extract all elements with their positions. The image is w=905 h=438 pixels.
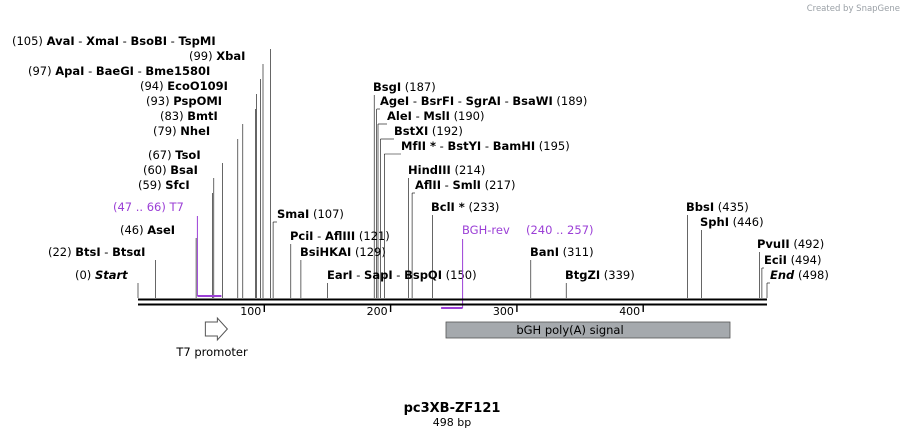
- site-label[interactable]: SmaI (107): [277, 207, 344, 221]
- site-label[interactable]: PciI - AflIII (121): [290, 229, 390, 243]
- axis-tick-label: 400: [619, 305, 640, 318]
- primer-label[interactable]: BGH-rev (240 .. 257): [462, 223, 594, 237]
- axis-tick-label: 300: [493, 305, 514, 318]
- site-label[interactable]: AflII - SmlI (217): [415, 178, 516, 192]
- feature-arrow[interactable]: [204, 316, 229, 342]
- site-label[interactable]: (59) SfcI: [138, 178, 190, 192]
- site-label[interactable]: PvuII (492): [757, 237, 824, 251]
- site-label[interactable]: AgeI - BsrFI - SgrAI - BsaWI (189): [380, 94, 587, 108]
- site-labels: (0) Start (22) BtsI - BtsαI (46) AseI (59) …: [12, 34, 829, 282]
- snapgene-branding: Created by SnapGene: [807, 4, 900, 14]
- site-label[interactable]: SphI (446): [700, 215, 764, 229]
- site-label[interactable]: MfII * - BstYI - BamHI (195): [401, 139, 570, 153]
- site-label[interactable]: End (498): [770, 268, 829, 282]
- primers: (47 .. 66) T7 BGH-rev (240 .. 257): [113, 200, 594, 309]
- site-label[interactable]: BanI (311): [530, 245, 594, 259]
- feature-label: T7 promoter: [175, 345, 248, 359]
- site-label[interactable]: (105) AvaI - XmaI - BsoBI - TspMI: [12, 34, 216, 48]
- primer-label[interactable]: (47 .. 66) T7: [113, 200, 184, 214]
- site-label[interactable]: (94) EcoO109I: [140, 79, 228, 93]
- site-label[interactable]: BbsI (435): [686, 200, 749, 214]
- plasmid-length: 498 bp: [433, 416, 471, 429]
- site-label[interactable]: (22) BtsI - BtsαI: [48, 245, 145, 259]
- site-label[interactable]: BsiHKAI (129): [300, 245, 386, 259]
- site-label[interactable]: EciI (494): [764, 253, 822, 267]
- site-label[interactable]: (99) XbaI: [189, 49, 245, 63]
- site-label[interactable]: (60) BsaI: [143, 163, 198, 177]
- site-label[interactable]: (93) PspOMI: [146, 94, 222, 108]
- site-label[interactable]: (97) ApaI - BaeGI - Bme1580I: [28, 64, 210, 78]
- feature-label: bGH poly(A) signal: [516, 323, 623, 337]
- site-label[interactable]: (46) AseI: [120, 223, 175, 237]
- site-label[interactable]: (0) Start: [75, 268, 128, 282]
- site-label[interactable]: (83) BmtI: [160, 109, 218, 123]
- axis-tick-label: 100: [240, 305, 261, 318]
- site-label[interactable]: (79) NheI: [153, 124, 210, 138]
- plasmid-name: pc3XB-ZF121: [404, 401, 501, 416]
- site-label[interactable]: BstXI (192): [394, 124, 463, 138]
- site-label[interactable]: BclI * (233): [431, 200, 499, 214]
- site-label[interactable]: BtgZI (339): [565, 268, 635, 282]
- site-label[interactable]: EarI - SapI - BspQI (150): [327, 268, 477, 282]
- feature-box[interactable]: [445, 321, 731, 339]
- site-label[interactable]: HindIII (214): [408, 163, 485, 177]
- site-label[interactable]: (67) TsoI: [148, 148, 201, 162]
- features: T7 promoter bGH poly(A) signal: [175, 316, 731, 359]
- axis: 100 200 300 400: [240, 305, 644, 318]
- site-label[interactable]: BsgI (187): [373, 80, 436, 94]
- axis-tick-label: 200: [367, 305, 388, 318]
- site-label[interactable]: AleI - MslI (190): [387, 109, 485, 123]
- site-leader-lines: [137, 49, 770, 298]
